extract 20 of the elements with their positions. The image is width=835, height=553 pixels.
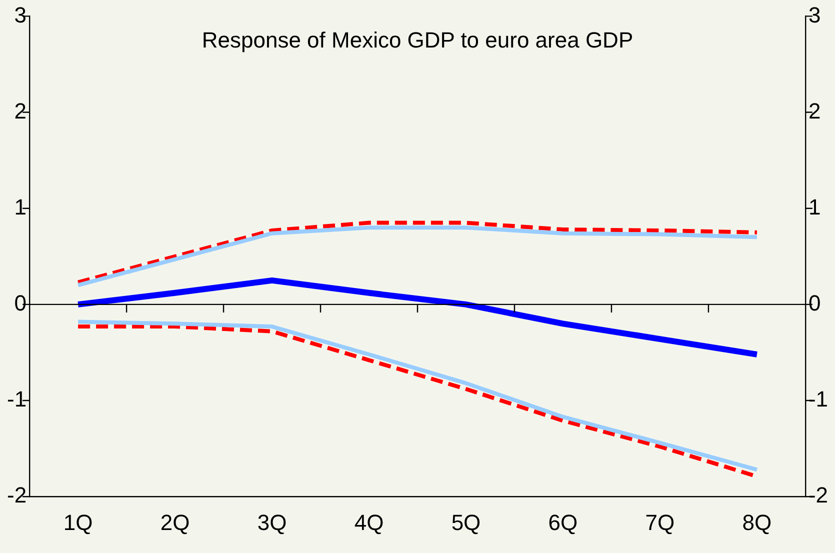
x-tick-label: 5Q bbox=[451, 510, 481, 535]
y-tick-label: 3 bbox=[14, 2, 27, 28]
y2-tick-label: 1 bbox=[808, 194, 821, 220]
y2-tick-label: 3 bbox=[808, 2, 821, 28]
text: Response of Mexico GDP to euro area GDP bbox=[202, 27, 634, 52]
y-tick-label: 1 bbox=[14, 194, 27, 220]
x-tick-label: 3Q bbox=[257, 510, 287, 535]
x-tick-label: 7Q bbox=[645, 510, 675, 535]
y2-tick-label: 2 bbox=[808, 98, 821, 124]
y-tick-label: -1 bbox=[7, 386, 27, 412]
y-tick-label: 0 bbox=[14, 290, 27, 316]
y-tick-label: 2 bbox=[14, 98, 27, 124]
y2-tick-label: -2 bbox=[808, 482, 828, 508]
x-tick-label: 2Q bbox=[160, 510, 190, 535]
y-tick-label: -2 bbox=[7, 482, 27, 508]
y2-tick-label: 0 bbox=[808, 290, 821, 316]
x-tick-label: 6Q bbox=[548, 510, 578, 535]
x-tick-label: 4Q bbox=[354, 510, 384, 535]
x-tick-label: 1Q bbox=[63, 510, 93, 535]
x-tick-label: 8Q bbox=[742, 510, 772, 535]
